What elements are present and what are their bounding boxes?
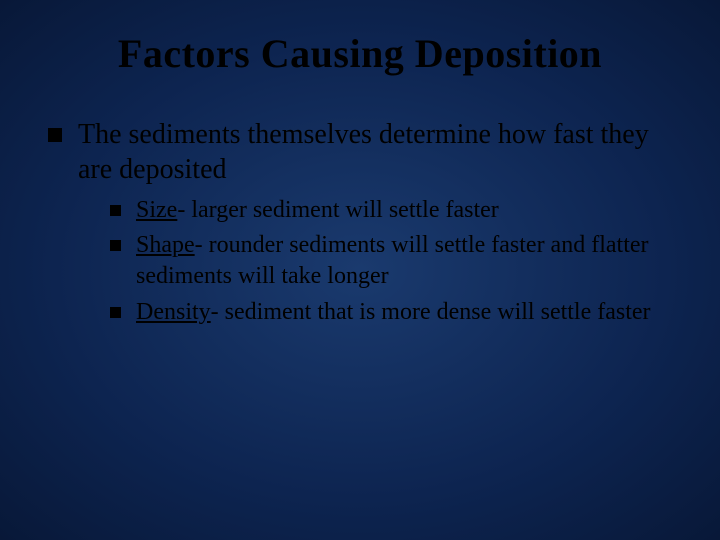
slide-title: Factors Causing Deposition: [40, 30, 680, 77]
sub-desc: - larger sediment will settle faster: [177, 197, 498, 223]
body-item: The sediments themselves determine how f…: [48, 117, 680, 328]
sub-item-density: Density- sediment that is more dense wil…: [110, 297, 680, 328]
sub-item-size: Size- larger sediment will settle faster: [110, 195, 680, 226]
sub-term: Shape: [136, 232, 195, 258]
slide: Factors Causing Deposition The sediments…: [0, 0, 720, 540]
sub-desc: - sediment that is more dense will settl…: [211, 299, 651, 325]
sub-term: Size: [136, 197, 177, 223]
sub-desc: - rounder sediments will settle faster a…: [136, 232, 649, 289]
sub-item-shape: Shape- rounder sediments will settle fas…: [110, 230, 680, 292]
sub-term: Density: [136, 299, 211, 325]
sub-list: Size- larger sediment will settle faster…: [78, 195, 680, 328]
body-list: The sediments themselves determine how f…: [40, 117, 680, 328]
body-text: The sediments themselves determine how f…: [78, 119, 649, 185]
